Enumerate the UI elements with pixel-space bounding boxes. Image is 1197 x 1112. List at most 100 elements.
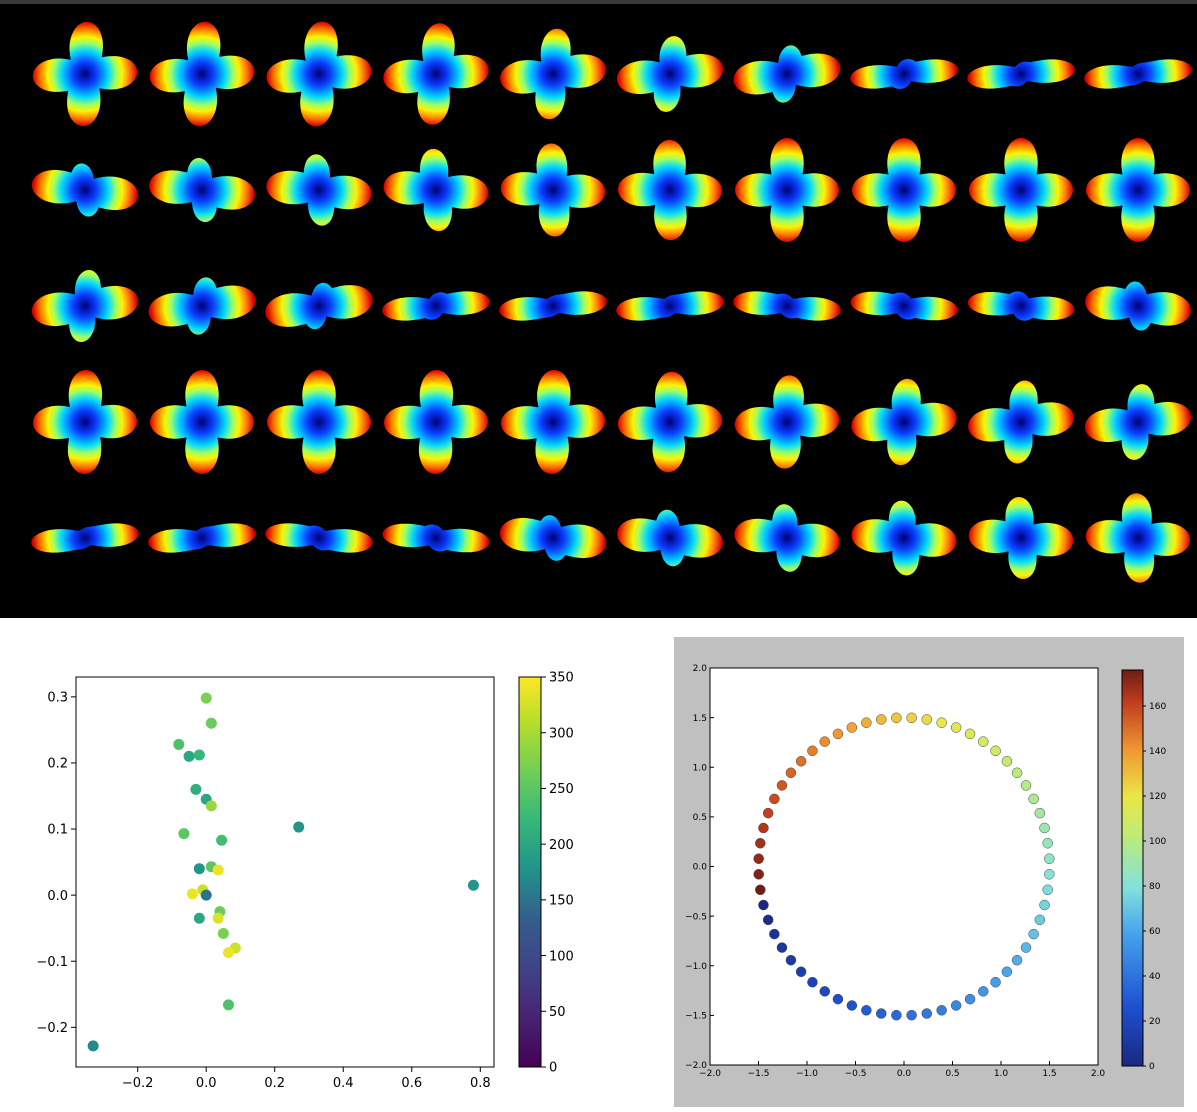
colorbar-tick-label: 300 [549, 726, 574, 741]
scatter-point [178, 828, 190, 840]
scatter-point [205, 717, 217, 729]
circle-point [753, 869, 764, 880]
circle-point [950, 1000, 962, 1011]
circle-point [785, 954, 797, 966]
scatter-point [200, 889, 212, 901]
glyph-cell [499, 515, 607, 561]
glyph-cell [148, 277, 256, 335]
glyph-cell [852, 138, 956, 242]
colorbar-tick-label: 160 [1149, 702, 1166, 712]
circle-point [964, 993, 976, 1005]
circle-point [762, 914, 774, 926]
x-tick-label: 1.0 [994, 1069, 1009, 1079]
scatter-point [200, 692, 212, 704]
glyph-shape [734, 375, 840, 469]
scatter-point [293, 821, 305, 833]
circle-point [753, 853, 764, 864]
circle-point [1044, 853, 1055, 864]
circle-point [795, 966, 807, 978]
glyph-shape [616, 36, 724, 112]
y-tick-label: 2.0 [693, 664, 708, 674]
glyph-cell [617, 509, 723, 567]
y-tick-label: −1.0 [685, 962, 707, 972]
glyph-grid [31, 21, 1192, 583]
glyph-cell [1085, 281, 1191, 331]
glyph-cell [1084, 384, 1192, 460]
scatter-point [217, 927, 229, 939]
glyph-shape [968, 380, 1074, 464]
glyph-shape [967, 291, 1075, 321]
glyph-shape [617, 371, 723, 473]
x-tick-label: −1.5 [748, 1069, 770, 1079]
circle-point [1028, 928, 1039, 940]
glyph-cell [382, 523, 490, 553]
scatter-plot-right: −2.0 −1.5 −1.0 −0.5 0.0 0.5 1.0 1.5 2.0 −2.0 −1.5 −… [674, 637, 1184, 1107]
glyph-cell [31, 270, 139, 342]
circle-point [1011, 767, 1023, 779]
glyph-cell [32, 21, 138, 127]
glyph-shape [149, 158, 255, 222]
y-tick-label: −1.5 [685, 1012, 707, 1022]
colorbar [518, 676, 542, 1068]
glyph-shape [150, 370, 254, 474]
glyph-shape [1086, 138, 1190, 242]
glyph-shape [734, 504, 840, 572]
glyph-shape [32, 21, 138, 127]
glyph-cell [266, 21, 372, 127]
x-tick-label: 0.6 [401, 1076, 422, 1091]
circle-point [846, 722, 858, 733]
circle-point [819, 986, 831, 997]
scatter-point [193, 749, 205, 761]
circle-point [964, 728, 976, 740]
circle-point [1039, 822, 1050, 834]
glyph-shape [852, 138, 956, 242]
glyph-cell [734, 504, 840, 572]
x-tick-label: 2.0 [1091, 1069, 1106, 1079]
scatter-point [193, 912, 205, 924]
circle-point [769, 928, 780, 940]
circle-point [762, 807, 774, 819]
glyph-cell [733, 45, 841, 103]
glyph-cell [1084, 59, 1192, 89]
circle-point [1001, 755, 1013, 767]
glyph-cell [266, 154, 372, 226]
circle-point [1020, 942, 1032, 953]
glyph-shape [1085, 493, 1191, 583]
glyph-cell [31, 523, 139, 553]
circle-point [755, 884, 766, 896]
circle-point [921, 1008, 933, 1019]
x-tick-label: 0.0 [196, 1076, 217, 1091]
circle-point [906, 712, 917, 724]
colorbar-tick-label: 0 [1149, 1062, 1155, 1072]
x-tick-label: 0.8 [470, 1076, 491, 1091]
plot-area [75, 676, 495, 1068]
colorbar-tick-label: 20 [1149, 1017, 1161, 1027]
glyph-cell [382, 291, 490, 321]
circle-point [819, 736, 831, 747]
y-tick-label: 0.2 [47, 757, 68, 772]
glyph-shape [148, 523, 256, 553]
window-top-bar [0, 0, 1197, 4]
glyph-cell [1086, 138, 1190, 242]
x-tick-label: −2.0 [699, 1069, 721, 1079]
colorbar-tick-label: 0 [549, 1061, 557, 1076]
circle-point [906, 1009, 917, 1021]
glyph-shape [616, 291, 724, 321]
glyph-cell [265, 523, 373, 553]
glyph-cell [383, 23, 489, 125]
glyph-cell [968, 497, 1074, 579]
y-tick-label: −0.2 [36, 1021, 68, 1036]
circle-point [1039, 899, 1050, 911]
circle-point [936, 717, 947, 728]
colorbar-tick-label: 150 [549, 894, 574, 909]
glyph-cell [967, 59, 1075, 89]
colorbar [1121, 669, 1144, 1067]
glyph-cell [31, 163, 139, 217]
x-tick-label: 0.2 [264, 1076, 285, 1091]
scatter-point [190, 783, 202, 795]
scatter-plot-left-svg: −0.2 0.0 0.2 0.4 0.6 0.8 −0.2 −0.1 0.0 0.1 0.2 0.3 0… [36, 671, 574, 1091]
circle-point [1020, 780, 1032, 791]
glyph-cell [500, 369, 606, 475]
y-tick-label: 1.5 [693, 714, 707, 724]
colorbar-tick-label: 250 [549, 782, 574, 797]
